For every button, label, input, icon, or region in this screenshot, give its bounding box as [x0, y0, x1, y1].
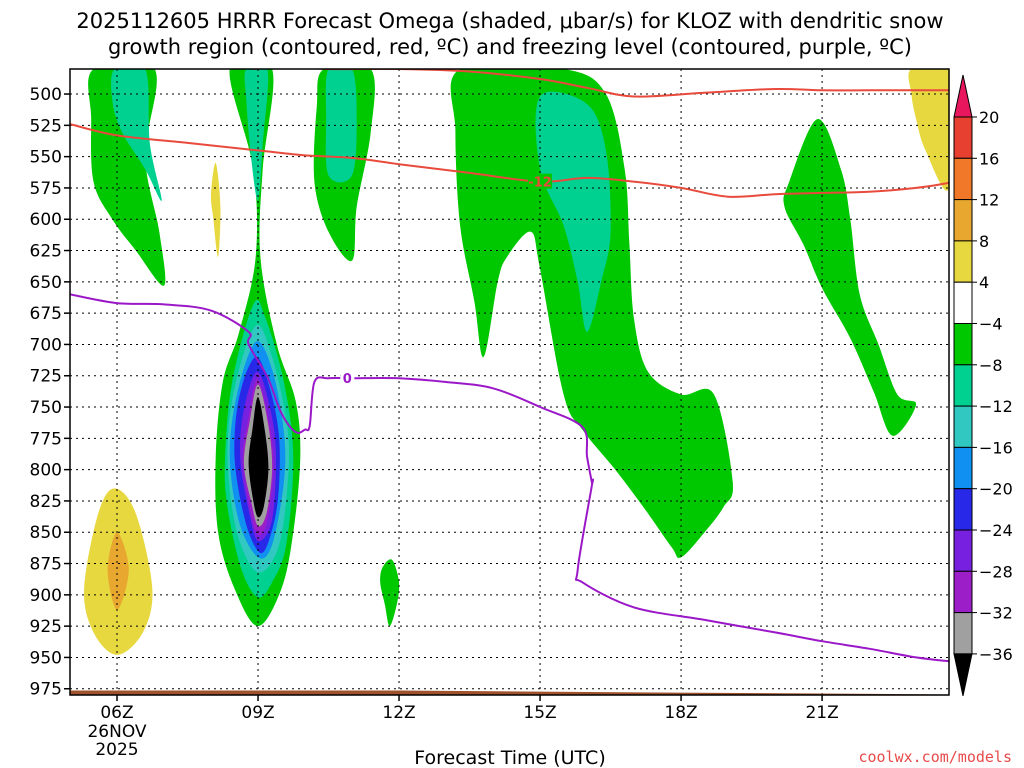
colorbar-box-3	[953, 240, 973, 283]
y-tick-label-900: 900	[30, 586, 62, 606]
x-tick-label-09Z: 09Z	[241, 703, 274, 723]
chart-title-line1: 2025112605 HRRR Forecast Omega (shaded, …	[76, 9, 943, 33]
x-tick-label-21Z: 21Z	[805, 703, 838, 723]
y-tick-label-750: 750	[30, 398, 62, 418]
colorbar-box-5	[953, 323, 973, 366]
terrain-surface	[70, 690, 949, 695]
y-tick-label-700: 700	[30, 335, 62, 355]
y-axis: 500 525 550 575 600 625 650 675 700 725 750 775 800 8…	[30, 85, 70, 700]
omega-region-14	[380, 559, 400, 627]
colorbar-label-13: −36	[979, 645, 1013, 664]
y-tick-label-975: 975	[30, 680, 62, 700]
y-tick-label-550: 550	[30, 148, 62, 168]
omega-region-16	[535, 91, 611, 332]
colorbar-box-6	[953, 364, 973, 407]
x-tick-label-18Z: 18Z	[664, 703, 697, 723]
y-tick-label-675: 675	[30, 304, 62, 324]
colorbar-label-3: 8	[979, 232, 989, 251]
colorbar-label-2: 12	[979, 191, 999, 210]
y-tick-label-575: 575	[30, 179, 62, 199]
x-axis-label: Forecast Time (UTC)	[414, 747, 605, 768]
colorbar-label-9: −20	[979, 480, 1013, 499]
colorbar-label-11: −28	[979, 562, 1013, 581]
y-tick-label-600: 600	[30, 210, 62, 230]
omega-region-1	[110, 69, 162, 201]
colorbar-box-2	[953, 199, 973, 242]
x-tick-date-06Z: 26NOV	[87, 722, 146, 742]
y-tick-label-850: 850	[30, 523, 62, 543]
colorbar-box-10	[953, 529, 973, 572]
colorbar-box-7	[953, 405, 973, 448]
colorbar-label-0: 20	[979, 108, 999, 127]
colorbar-label-12: −32	[979, 604, 1013, 623]
colorbar-box-11	[953, 570, 973, 614]
credit-link[interactable]: coolwx.com/models	[858, 748, 1012, 766]
colorbar-top-triangle	[953, 74, 973, 118]
colorbar-box-0	[953, 116, 973, 159]
omega-region-13	[325, 69, 357, 183]
colorbar-box-9	[953, 488, 973, 531]
y-tick-label-825: 825	[30, 492, 62, 512]
omega-region-17	[783, 119, 917, 436]
freezing-level-label: 0	[343, 372, 352, 387]
x-tick-label-06Z: 06Z	[100, 703, 133, 723]
colorbar-label-7: −12	[979, 397, 1013, 416]
y-tick-label-650: 650	[30, 273, 62, 293]
omega-region-21	[210, 162, 221, 257]
y-tick-label-725: 725	[30, 367, 62, 387]
y-tick-label-800: 800	[30, 461, 62, 481]
y-tick-label-875: 875	[30, 555, 62, 575]
omega-region-20	[107, 532, 129, 610]
omega-region-18	[908, 69, 949, 191]
colorbar-label-8: −16	[979, 438, 1013, 457]
freezing-level-label-bg	[340, 370, 355, 386]
omega-shading	[84, 69, 949, 655]
colorbar-bottom-triangle	[953, 653, 973, 697]
colorbar-box-8	[953, 446, 973, 490]
colorbar-label-5: −4	[979, 315, 1003, 334]
y-tick-label-500: 500	[30, 85, 62, 105]
colorbar-label-4: 4	[979, 273, 989, 292]
dendritic-contour-label-1: -12	[528, 176, 552, 191]
colorbar-label-1: 16	[979, 149, 999, 168]
y-tick-label-775: 775	[30, 429, 62, 449]
colorbar: 20 16 12 8 4 −4 −8 −12 −16 −20 −24 −28 −32 −36	[953, 74, 1013, 697]
omega-region-11	[248, 396, 269, 518]
freezing-level-contour	[70, 293, 949, 663]
colorbar-label-10: −24	[979, 521, 1013, 540]
colorbar-box-12	[953, 612, 973, 655]
x-tick-label-12Z: 12Z	[382, 703, 415, 723]
y-tick-label-525: 525	[30, 116, 62, 136]
grid-lines	[70, 69, 949, 695]
y-tick-label-925: 925	[30, 617, 62, 637]
y-tick-label-625: 625	[30, 242, 62, 262]
dendritic-contour-1	[70, 123, 949, 198]
omega-region-3	[244, 69, 269, 201]
dendritic-label-bg-1	[528, 173, 553, 189]
x-tick-label-15Z: 15Z	[523, 703, 556, 723]
terrain-band	[70, 690, 949, 695]
colorbar-label-6: −8	[979, 356, 1003, 375]
chart-title-line2: growth region (contoured, red, ºC) and f…	[108, 35, 912, 59]
plot-area: -12 0	[70, 69, 949, 695]
y-tick-label-950: 950	[30, 648, 62, 668]
colorbar-box-4	[953, 281, 973, 325]
colorbar-box-1	[953, 157, 973, 201]
x-tick-year-06Z: 2025	[95, 740, 138, 760]
plot-frame	[69, 68, 950, 696]
